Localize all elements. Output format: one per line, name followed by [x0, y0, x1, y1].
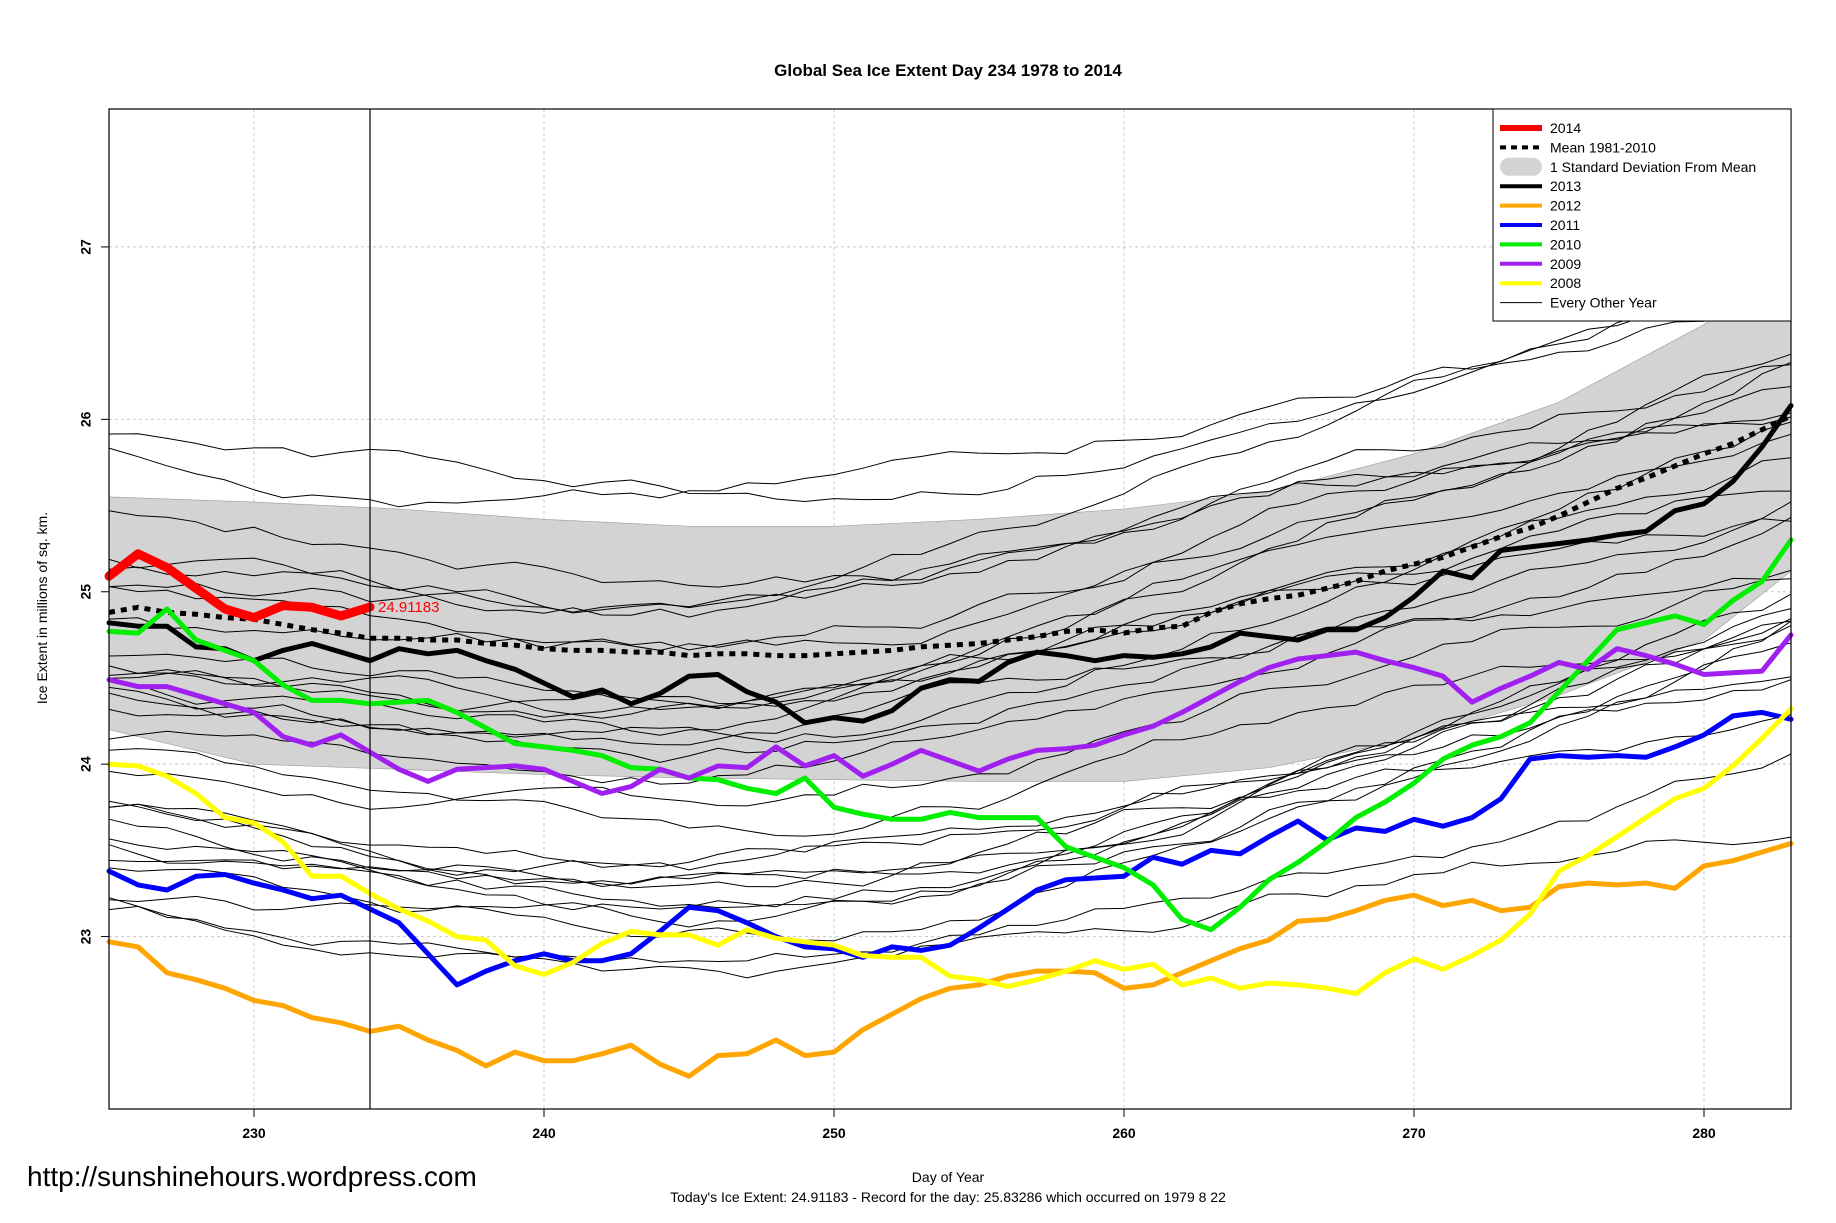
legend-label: 2011	[1550, 217, 1580, 233]
y-tick-label: 25	[78, 584, 94, 600]
x-tick-label: 250	[822, 1125, 846, 1141]
other-year-trace	[108, 279, 1792, 503]
other-year-trace	[108, 353, 1792, 651]
other-year-trace	[108, 362, 1792, 736]
other-year-trace	[108, 416, 1792, 588]
legend: 2014 Mean 1981-2010 1 Standard Deviation F…	[1492, 108, 1792, 322]
x-tick-label: 280	[1692, 1125, 1716, 1141]
other-year-trace	[108, 642, 1792, 909]
y-tick-label: 23	[78, 929, 94, 945]
y-tick-label: 26	[78, 411, 94, 427]
x-axis-label: Day of Year	[912, 1169, 985, 1185]
legend-label: 2012	[1550, 198, 1581, 214]
legend-swatch-band	[1500, 157, 1542, 176]
legend-label: 1 Standard Deviation From Mean	[1550, 159, 1756, 175]
legend-label: Mean 1981-2010	[1550, 139, 1656, 155]
legend-label: Every Other Year	[1550, 295, 1657, 311]
footer-today-text: Today's Ice Extent: 24.91183 - Record fo…	[670, 1189, 1226, 1205]
series-line-2012	[106, 841, 1794, 1079]
other-year-trace	[108, 620, 1792, 942]
current-value-label: 24.91183	[378, 599, 439, 616]
series-layer	[104, 403, 1794, 1079]
y-tick-label: 24	[78, 756, 94, 772]
other-year-trace	[108, 412, 1792, 613]
other-year-trace	[108, 364, 1792, 618]
x-tick-label: 260	[1112, 1125, 1136, 1141]
other-year-trace	[108, 593, 1792, 885]
other-year-trace	[108, 501, 1792, 763]
other-year-trace	[108, 433, 1792, 719]
legend-label: 2008	[1550, 275, 1581, 291]
other-year-trace	[108, 569, 1792, 746]
series-line-2009	[106, 632, 1794, 796]
series-line-2011	[106, 709, 1794, 988]
source-url: http://sunshinehours.wordpress.com	[27, 1161, 477, 1192]
plot-frame	[108, 108, 1792, 1110]
other-year-trace	[108, 516, 1792, 785]
other-years-layer	[108, 265, 1792, 979]
tick-layer: 230 240 250 260 270 280 23 24 25 26 27	[78, 239, 1716, 1141]
series-line-2010	[106, 537, 1794, 933]
y-tick-label: 27	[78, 239, 94, 255]
other-year-trace	[108, 289, 1792, 508]
legend-label: 2013	[1550, 178, 1581, 194]
x-tick-label: 240	[532, 1125, 556, 1141]
other-year-trace	[108, 618, 1792, 837]
x-tick-label: 230	[242, 1125, 266, 1141]
y-axis-label: Ice Extent in millions of sq. km.	[34, 512, 50, 704]
x-tick-label: 270	[1402, 1125, 1426, 1141]
series-line-2008	[106, 706, 1794, 996]
other-year-trace	[108, 578, 1792, 810]
legend-box	[1492, 108, 1792, 322]
series-line-2014	[104, 549, 375, 623]
legend-label: 2014	[1550, 120, 1581, 136]
legend-label: 2009	[1550, 256, 1581, 272]
other-year-trace	[108, 676, 1792, 868]
other-year-trace	[108, 457, 1792, 707]
other-year-trace	[108, 518, 1792, 718]
other-year-trace	[108, 714, 1792, 888]
other-year-trace	[108, 625, 1792, 889]
chart-title: Global Sea Ice Extent Day 234 1978 to 20…	[774, 61, 1122, 80]
series-line-2013	[106, 403, 1794, 726]
other-year-trace	[108, 753, 1792, 963]
other-year-trace	[108, 490, 1792, 710]
other-year-trace	[108, 608, 1792, 911]
legend-label: 2010	[1550, 236, 1581, 252]
series-line-mean-1981-2010	[108, 413, 1793, 659]
